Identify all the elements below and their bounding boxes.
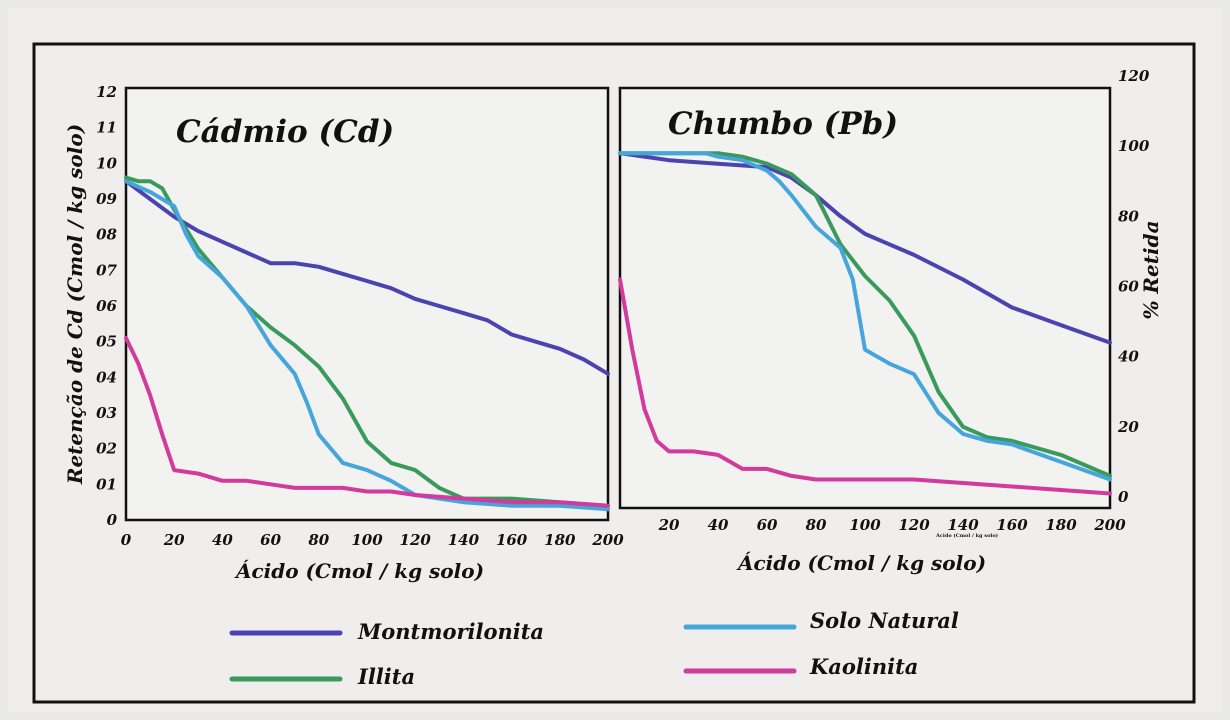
cadmium-y-tick-label: 03	[96, 404, 117, 422]
cadmium-y-tick-label: 09	[96, 190, 117, 208]
left-x-axis-label: Ácido (Cmol / kg solo)	[234, 559, 484, 583]
cadmium-chart-title: Cádmio (Cd)	[176, 114, 394, 150]
left-y-axis-label: Retenção de Cd (Cmol / kg solo)	[63, 124, 87, 485]
cadmium-y-tick-label: 10	[96, 154, 117, 172]
lead-series-illita	[618, 151, 1112, 478]
lead-x-tick-label: 60	[757, 516, 778, 534]
lead-x-tick-label: 100	[849, 516, 881, 534]
right-y-axis-label: % Retida	[1139, 220, 1163, 319]
legend: Montmorilonita Illita Solo Natural Kaoli…	[229, 608, 959, 689]
cadmium-series-kaolinita	[124, 336, 610, 508]
lead-y-tick-label: 40	[1118, 348, 1139, 366]
cadmium-y-ticks: 0 01 02 03 04 05 06 07 08 09 10 11 12	[96, 83, 117, 529]
legend-label-kaolinita: Kaolinita	[809, 654, 918, 679]
cadmium-x-tick-label: 200	[591, 531, 624, 549]
cadmium-x-tick-label: 20	[163, 531, 185, 549]
right-x-axis-label: Ácido (Cmol / kg solo)	[736, 551, 986, 575]
cadmium-y-tick-label: 08	[96, 226, 117, 244]
cadmium-x-ticks: 0 20 40 60 80 100 120 140 160 180 200	[121, 531, 624, 549]
lead-y-tick-label: 60	[1118, 278, 1139, 296]
lead-x-tick-label: 20	[658, 516, 680, 534]
cadmium-x-tick-label: 180	[544, 531, 576, 549]
legend-label-montmorilonita: Montmorilonita	[357, 619, 544, 644]
cadmium-y-tick-label: 01	[96, 475, 117, 493]
cadmium-x-tick-label: 100	[351, 531, 383, 549]
legend-label-solo-natural: Solo Natural	[810, 608, 959, 633]
lead-x-tick-label: 200	[1093, 516, 1126, 534]
lead-y-tick-label: 80	[1118, 207, 1139, 225]
lead-y-tick-label: 0	[1118, 488, 1129, 506]
lead-series	[618, 151, 1112, 496]
lead-x-tick-label: 160	[996, 516, 1028, 534]
cadmium-x-tick-label: 140	[448, 531, 480, 549]
cadmium-x-tick-label: 40	[212, 531, 233, 549]
lead-y-tick-label: 120	[1118, 67, 1150, 85]
cadmium-x-tick-label: 120	[400, 531, 432, 549]
cadmium-x-tick-label: 0	[121, 531, 132, 549]
lead-series-solo-natural	[618, 151, 1112, 482]
lead-series-montmorilonita	[618, 151, 1112, 345]
lead-chart-title: Chumbo (Pb)	[668, 106, 898, 142]
cadmium-y-tick-label: 0	[107, 511, 118, 529]
cadmium-y-tick-label: 12	[96, 83, 117, 101]
cadmium-y-tick-label: 07	[96, 261, 117, 279]
lead-plot-frame	[618, 86, 1112, 510]
tiny-x-axis-note: Ácido (Cmol / kg solo)	[935, 532, 998, 539]
figure-frame	[32, 42, 1196, 704]
cadmium-x-tick-label: 60	[260, 531, 281, 549]
cadmium-y-tick-label: 06	[96, 297, 117, 315]
cadmium-x-tick-label: 80	[308, 531, 329, 549]
lead-y-tick-label: 100	[1118, 137, 1150, 155]
lead-series-kaolinita	[618, 277, 1112, 496]
lead-x-tick-label: 180	[1045, 516, 1077, 534]
lead-x-tick-label: 120	[898, 516, 930, 534]
lead-y-ticks: 0 20 40 60 80 100 120	[1117, 67, 1150, 506]
cadmium-y-tick-label: 04	[96, 368, 117, 386]
cadmium-series-montmorilonita	[124, 179, 610, 376]
cadmium-x-tick-label: 160	[496, 531, 528, 549]
cadmium-y-tick-label: 11	[96, 119, 117, 137]
cadmium-plot-frame	[124, 86, 610, 522]
lead-x-tick-label: 80	[806, 516, 827, 534]
lead-x-tick-label: 40	[708, 516, 729, 534]
cadmium-series-solo-natural	[124, 179, 610, 512]
legend-label-illita: Illita	[357, 664, 415, 689]
cadmium-series	[124, 175, 610, 512]
lead-x-ticks: 20 40 60 80 100 120 140 160 180 200	[658, 516, 1127, 534]
cadmium-y-tick-label: 02	[96, 440, 117, 458]
cadmium-y-tick-label: 05	[96, 333, 117, 351]
lead-y-tick-label: 20	[1117, 418, 1139, 436]
lead-x-tick-label: 140	[947, 516, 979, 534]
